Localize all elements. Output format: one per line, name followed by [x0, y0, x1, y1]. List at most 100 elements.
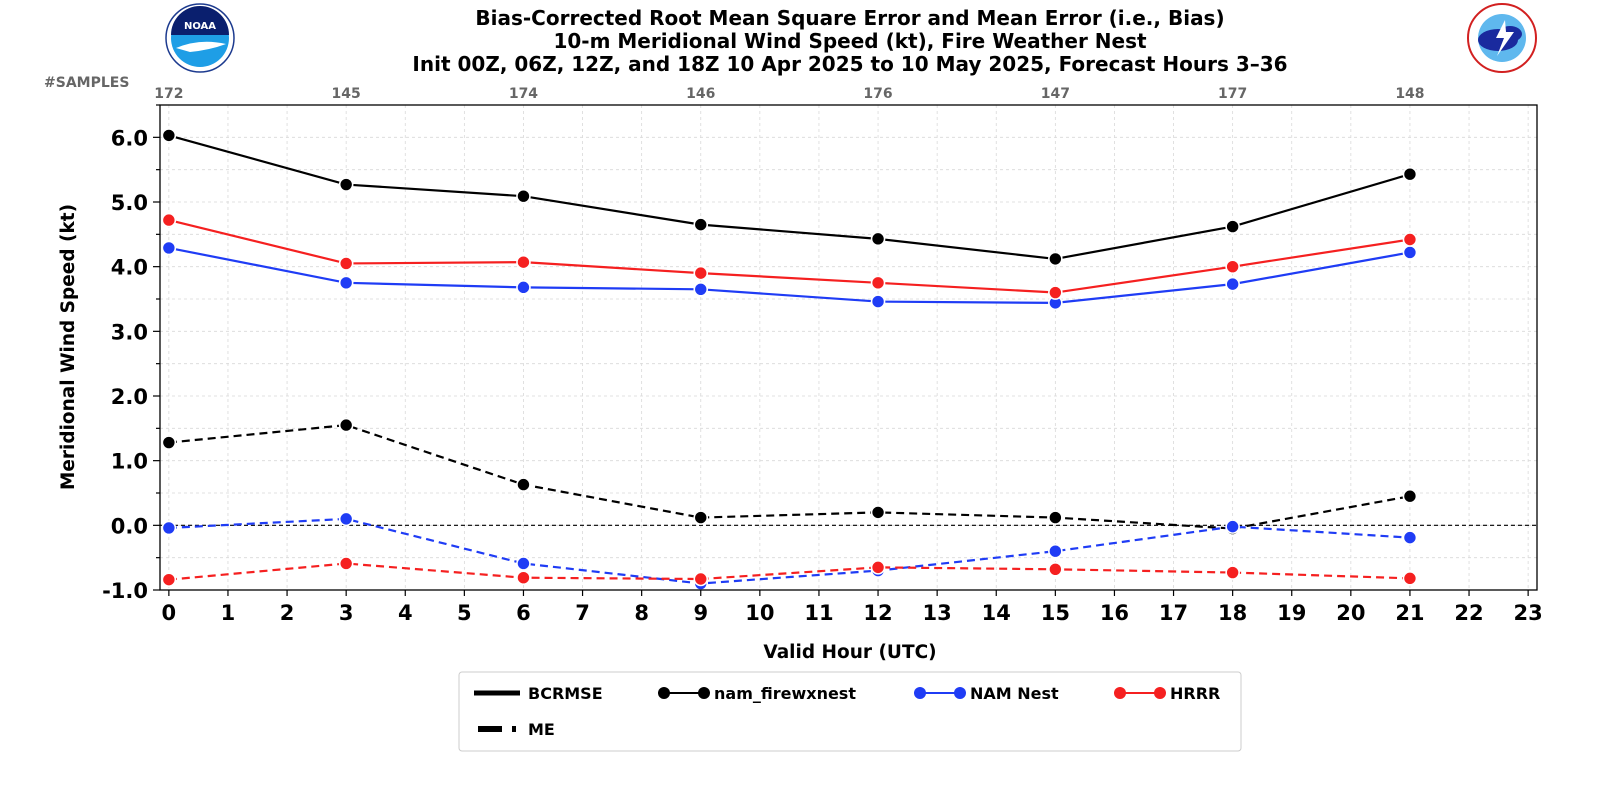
legend-box — [458, 671, 1242, 752]
data-point-nam-nest-bcrmse — [870, 294, 886, 309]
x-tick-label: 20 — [1336, 601, 1365, 625]
series-hrrr-me — [161, 556, 1418, 587]
legend-entry-nam-firewxnest: nam_firewxnest — [658, 684, 856, 703]
x-tick-label: 9 — [693, 601, 708, 625]
noaa-logo: NOAA — [165, 3, 235, 73]
x-tick-label: 16 — [1100, 601, 1129, 625]
data-point-nam-firewxnest-me — [161, 435, 177, 450]
legend-entry-bcrmse: BCRMSE — [474, 684, 603, 703]
legend-marker-nam-firewxnest-left — [658, 687, 670, 699]
y-axis-label: Meridional Wind Speed (kt) — [58, 204, 79, 490]
data-point-nam-firewxnest-me — [1402, 488, 1418, 504]
data-point-nam-nest-me — [161, 520, 177, 536]
x-tick-label: 0 — [162, 601, 177, 625]
data-point-nam-nest-bcrmse — [1225, 276, 1240, 292]
y-tick-label: 5.0 — [111, 191, 148, 215]
data-point-hrrr-bcrmse — [516, 254, 531, 270]
series-line-nam-firewxnest-bcrmse — [168, 134, 1411, 261]
data-point-nam-firewxnest-me — [338, 417, 354, 433]
x-tick-label: 18 — [1218, 601, 1247, 625]
nws-logo — [1467, 3, 1537, 73]
data-point-hrrr-bcrmse — [1225, 259, 1240, 274]
legend-label-nam-nest: NAM Nest — [970, 684, 1059, 703]
legend-label-hrrr: HRRR — [1170, 684, 1220, 703]
noaa-logo-text: NOAA — [184, 21, 216, 32]
data-point-nam-firewxnest-me — [870, 505, 886, 520]
x-tick-label: 1 — [221, 601, 236, 625]
legend-marker-nam-nest-right — [954, 687, 966, 699]
data-point-nam-firewxnest-bcrmse — [338, 177, 354, 192]
data-point-hrrr-bcrmse — [161, 212, 177, 228]
sample-count: 174 — [509, 86, 538, 102]
data-point-nam-firewxnest-bcrmse — [1225, 219, 1240, 234]
x-tick-label: 23 — [1514, 601, 1543, 625]
data-point-hrrr-me — [1402, 571, 1418, 586]
series-line-nam-nest-bcrmse — [168, 246, 1411, 304]
plot-frame — [159, 104, 1538, 591]
series-line-nam-nest-me — [168, 517, 1411, 585]
x-tick-label: 3 — [339, 601, 354, 625]
legend-label-me: ME — [528, 720, 555, 739]
legend-marker-nam-nest-left — [914, 687, 926, 699]
y-tick-label: -1.0 — [102, 579, 148, 603]
data-point-nam-nest-bcrmse — [1402, 245, 1418, 260]
sample-count: 148 — [1395, 86, 1424, 102]
series-nam-nest-bcrmse — [161, 240, 1418, 311]
series-nam-firewxnest-bcrmse — [161, 128, 1418, 267]
data-point-nam-nest-me — [516, 556, 531, 571]
x-tick-label: 6 — [516, 601, 531, 625]
x-tick-label: 8 — [634, 601, 649, 625]
legend-label-bcrmse: BCRMSE — [528, 684, 603, 703]
series-line-hrrr-bcrmse — [168, 219, 1411, 294]
x-tick-label: 5 — [457, 601, 472, 625]
data-point-hrrr-me — [1225, 565, 1240, 580]
data-point-nam-firewxnest-bcrmse — [161, 128, 177, 143]
sample-count: 146 — [686, 86, 715, 102]
legend-marker-hrrr-right — [1154, 687, 1166, 699]
y-tick-label: 1.0 — [111, 450, 148, 474]
data-point-nam-firewxnest-bcrmse — [1048, 251, 1063, 267]
y-tick-label: 2.0 — [111, 385, 148, 409]
data-point-nam-nest-me — [338, 511, 354, 527]
data-point-hrrr-bcrmse — [1402, 232, 1418, 247]
x-tick-label: 7 — [575, 601, 590, 625]
legend-entry-hrrr: HRRR — [1114, 684, 1220, 703]
data-point-hrrr-bcrmse — [1048, 285, 1063, 300]
series-hrrr-bcrmse — [161, 212, 1418, 300]
x-tick-label: 12 — [863, 601, 892, 625]
sample-count: 177 — [1218, 86, 1247, 102]
x-tick-label: 4 — [398, 601, 413, 625]
sample-counts: 172 145 174 146 176 147 177 148 — [154, 86, 1424, 102]
legend: BCRMSE nam_firewxnest NAM Nest HRRR ME — [458, 671, 1242, 752]
legend-label-nam-firewxnest: nam_firewxnest — [714, 684, 856, 703]
ticks: 0 1 2 3 4 5 6 7 8 9 10 11 12 13 14 15 16 17 18 19 20 21 22 23-1… — [102, 104, 1543, 625]
y-tick-label: 0.0 — [111, 514, 148, 538]
data-point-hrrr-me — [693, 571, 709, 587]
data-point-nam-firewxnest-bcrmse — [1402, 166, 1418, 182]
data-point-nam-nest-me — [1048, 543, 1063, 559]
data-point-nam-nest-bcrmse — [516, 280, 531, 295]
y-tick-label: 4.0 — [111, 256, 148, 280]
sample-count: 172 — [154, 86, 183, 102]
series-line-nam-firewxnest-me — [168, 423, 1411, 530]
data-point-hrrr-me — [161, 572, 177, 587]
data-point-hrrr-me — [516, 570, 531, 586]
y-tick-label: 3.0 — [111, 320, 148, 344]
data-point-nam-firewxnest-bcrmse — [516, 188, 531, 204]
data-point-nam-nest-bcrmse — [338, 275, 354, 291]
samples-label: #SAMPLES — [44, 75, 129, 91]
chart-title-line-1: Bias-Corrected Root Mean Square Error an… — [475, 6, 1224, 30]
x-tick-label: 13 — [923, 601, 952, 625]
x-axis-label: Valid Hour (UTC) — [763, 642, 936, 663]
data-point-nam-nest-me — [1225, 519, 1240, 534]
data-point-nam-nest-me — [1402, 530, 1418, 545]
x-tick-label: 22 — [1454, 601, 1483, 625]
legend-marker-nam-firewxnest-right — [698, 687, 710, 699]
x-tick-label: 10 — [745, 601, 774, 625]
sample-count: 145 — [332, 86, 361, 102]
x-tick-label: 14 — [982, 601, 1011, 625]
series-layer — [161, 128, 1418, 591]
data-point-hrrr-me — [1048, 562, 1063, 577]
sample-count: 176 — [863, 86, 892, 102]
